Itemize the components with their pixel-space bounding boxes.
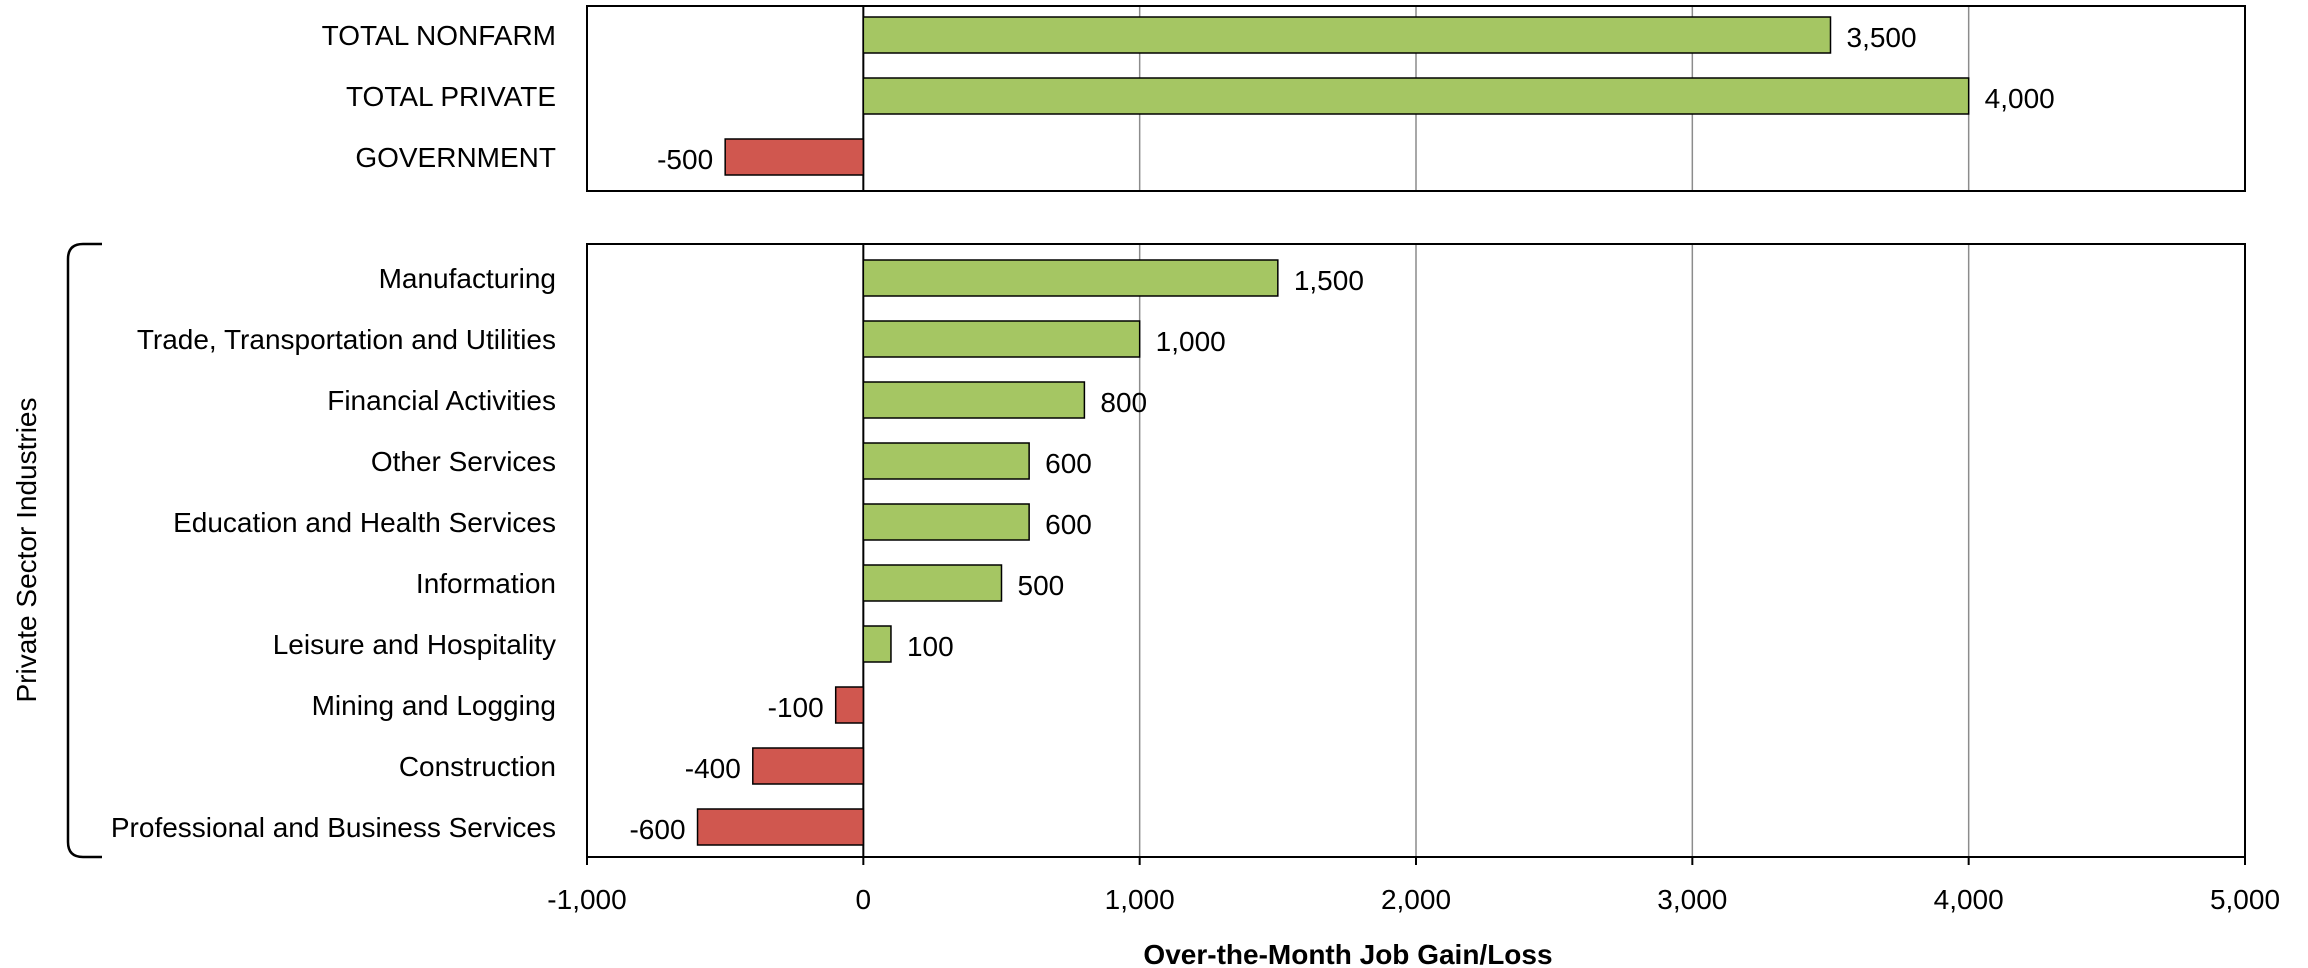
bar — [834, 686, 865, 724]
data-label: -100 — [768, 692, 824, 723]
data-label: -500 — [657, 144, 713, 175]
x-tick-label: -1,000 — [547, 884, 626, 915]
labels: TOTAL NONFARM 3,500 TOTAL PRIVATE 4,000 GOVE… — [111, 20, 2055, 845]
bar — [862, 625, 892, 663]
gridlines — [1138, 6, 1970, 857]
category-label: Professional and Business Services — [111, 812, 556, 843]
private-sector-group-label: Private Sector Industries — [11, 397, 42, 702]
data-label: 4,000 — [1985, 83, 2055, 114]
x-axis: -1,000 0 1,000 2,000 3,000 4,000 5,000 — [547, 857, 2280, 915]
panel-frame-totals — [586, 5, 2246, 192]
bar — [862, 503, 1030, 541]
category-label: Construction — [399, 751, 556, 782]
x-tick-label: 1,000 — [1105, 884, 1175, 915]
category-label: Financial Activities — [327, 385, 556, 416]
bar — [862, 16, 1832, 54]
data-label: -400 — [685, 753, 741, 784]
bar — [862, 259, 1279, 297]
x-tick-label: 0 — [856, 884, 872, 915]
data-label: 1,000 — [1156, 326, 1226, 357]
category-label: Information — [416, 568, 556, 599]
private-sector-bracket — [66, 242, 102, 859]
bar — [696, 808, 865, 846]
x-tick-label: 3,000 — [1657, 884, 1727, 915]
category-label: Leisure and Hospitality — [273, 629, 556, 660]
bar — [752, 747, 865, 785]
data-label: 100 — [907, 631, 954, 662]
bar — [862, 77, 1970, 115]
data-label: 600 — [1045, 509, 1092, 540]
data-label: 800 — [1100, 387, 1147, 418]
category-label: Manufacturing — [379, 263, 556, 294]
bar — [862, 564, 1003, 602]
x-tick-label: 2,000 — [1381, 884, 1451, 915]
bar — [862, 381, 1086, 419]
group-bracket: Private Sector Industries — [11, 242, 102, 859]
bar — [724, 138, 865, 176]
data-label: 3,500 — [1847, 22, 1917, 53]
category-label: TOTAL PRIVATE — [346, 81, 556, 112]
data-label: 1,500 — [1294, 265, 1364, 296]
category-label: Other Services — [371, 446, 556, 477]
bars — [696, 16, 1970, 846]
bar — [862, 320, 1141, 358]
category-label: TOTAL NONFARM — [322, 20, 556, 51]
category-label: Mining and Logging — [312, 690, 556, 721]
data-label: 500 — [1018, 570, 1065, 601]
bar — [862, 442, 1030, 480]
data-label: -600 — [629, 814, 685, 845]
category-label: GOVERNMENT — [355, 142, 556, 173]
x-axis-title: Over-the-Month Job Gain/Loss — [1143, 939, 1552, 968]
data-label: 600 — [1045, 448, 1092, 479]
x-tick-label: 5,000 — [2210, 884, 2280, 915]
x-tick-label: 4,000 — [1934, 884, 2004, 915]
category-label: Trade, Transportation and Utilities — [137, 324, 556, 355]
category-label: Education and Health Services — [173, 507, 556, 538]
